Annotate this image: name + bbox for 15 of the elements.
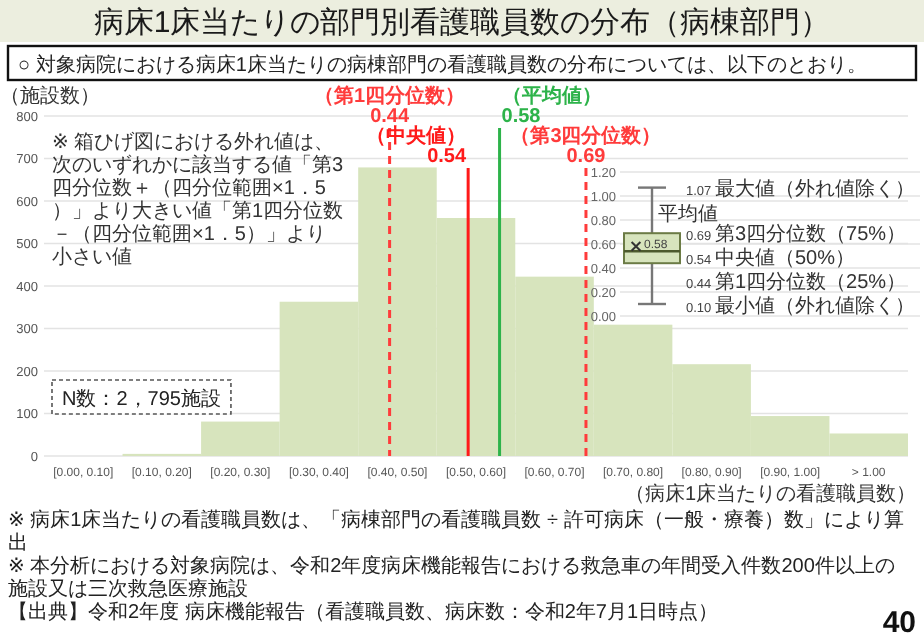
annotation: ※ 箱ひげ図における外れ値は、次のいずれかに該当する値「第3四分位数＋（四分位範囲×1．5）」より大きい値「第1四分位数－（四分位範囲×1．5）」より小さい値 [52, 130, 344, 269]
ref-line-label: （第1四分位数）0.44 [314, 84, 466, 128]
x-axis-title: （病床1床当たりの看護職員数） [624, 482, 916, 506]
text: 【出典】令和2年度 病床機能報告（看護職員数、病床数：令和2年7月1日時点） [8, 600, 719, 624]
chart-title: 病床1床当たりの部門別看護職員数の分布（病棟部門） [93, 6, 831, 40]
ref-line-label: （平均値）0.58 [501, 84, 602, 128]
text: ※ 本分析における対象病院は、令和2年度病床機能報告における救急車の年間受入件数200件以上の施設又は三次救急医療施設 [8, 554, 895, 601]
ref-line-label: （中央値）0.54 [366, 124, 468, 168]
annotation: N数：2，795施設 [62, 387, 221, 411]
annotation: 平均値 [658, 202, 718, 227]
text: 40 [882, 606, 916, 640]
text: ※ 病床1床当たりの看護職員数は、「病棟部門の看護職員数 ÷ 許可病床（一般・療養）数」により算出 [8, 508, 904, 555]
y-axis-title: （施設数） [0, 84, 100, 108]
ref-line-label: （第3四分位数）0.69 [510, 124, 662, 168]
chart-subtitle: ○ 対象病院における病床1床当たりの病棟部門の看護職員数の分布については、以下のとおり。 [18, 53, 867, 77]
